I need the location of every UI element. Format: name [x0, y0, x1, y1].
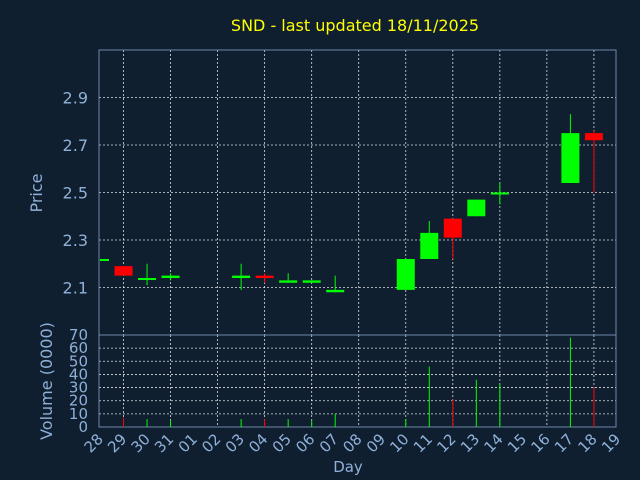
candle-04: [255, 273, 274, 283]
x-tick-label: 29: [104, 430, 130, 456]
candle-body: [161, 275, 180, 278]
x-tick-label: 05: [269, 430, 295, 456]
x-tick-label: 31: [151, 430, 177, 456]
volume-axis-label: Volume (0000): [37, 322, 56, 440]
candle-body: [279, 280, 298, 283]
price-tick-label: 2.1: [63, 279, 88, 298]
price-tick-label: 2.3: [63, 231, 88, 250]
x-tick-label: 17: [551, 430, 577, 456]
candle-18: [584, 130, 603, 193]
candle-body: [138, 278, 157, 280]
volume-tick-label: 50: [69, 352, 88, 370]
candle-29: [114, 266, 133, 276]
candle-06: [302, 280, 321, 283]
x-tick-label: 12: [433, 430, 459, 456]
candle-13: [467, 199, 486, 217]
x-tick-label: 06: [292, 430, 318, 456]
volume-tick-label: 10: [69, 405, 88, 423]
x-tick-label: 14: [480, 430, 506, 456]
candle-body: [561, 133, 580, 183]
candle-12: [443, 218, 462, 259]
candle-body: [302, 280, 321, 283]
volume-gridlines: [99, 334, 616, 428]
volume-tick-label: 30: [69, 379, 88, 397]
x-tick-label: 04: [245, 430, 271, 456]
candle-10: [396, 259, 415, 290]
candle-body: [467, 199, 486, 217]
candle-17: [561, 114, 580, 183]
x-tick-label: 02: [198, 430, 224, 456]
price-tick-label: 2.7: [63, 136, 88, 155]
volume-tick-label: 0: [78, 418, 88, 436]
candle-11: [420, 221, 439, 259]
volume-bars: [123, 337, 595, 427]
price-axis-label: Price: [27, 173, 46, 212]
candle-body: [232, 275, 251, 278]
x-tick-label: 07: [316, 430, 342, 456]
volume-tick-label: 40: [69, 365, 88, 383]
x-tick-label: 01: [175, 430, 201, 456]
x-tick-label: 16: [527, 430, 553, 456]
x-tick-label: 10: [386, 430, 412, 456]
price-gridlines: [99, 50, 616, 335]
volume-panel-frame: [98, 334, 617, 428]
price-tick-label: 2.5: [63, 184, 88, 203]
price-axis-ticks: 2.1 2.3 2.5 2.7 2.9: [63, 89, 88, 298]
candle-14: [490, 183, 509, 205]
volume-tick-label: 60: [69, 339, 88, 357]
x-tick-label: 18: [575, 430, 601, 456]
candle-body: [255, 275, 274, 278]
candle-28: [100, 259, 109, 261]
candle-body: [584, 133, 603, 141]
candle-07: [326, 275, 345, 293]
candle-body: [326, 289, 345, 293]
x-tick-label: 11: [410, 430, 436, 456]
x-tick-label: 03: [222, 430, 248, 456]
price-candles: [100, 114, 603, 293]
candle-03: [232, 263, 251, 290]
x-axis-ticks: 2829303101020304050607080910111213141516…: [81, 430, 625, 456]
volume-tick-label: 20: [69, 392, 88, 410]
x-tick-label: 08: [339, 430, 365, 456]
x-tick-label: 13: [457, 430, 483, 456]
price-tick-label: 2.9: [63, 89, 88, 108]
x-tick-label: 19: [598, 430, 624, 456]
x-tick-label: 15: [504, 430, 530, 456]
candle-body: [100, 259, 109, 261]
candle-30: [138, 263, 157, 286]
x-axis-label: Day: [333, 458, 363, 476]
chart-title: SND - last updated 18/11/2025: [231, 16, 479, 35]
candle-05: [279, 273, 298, 283]
x-tick-label: 30: [128, 430, 154, 456]
x-tick-label: 09: [363, 430, 389, 456]
candle-body: [443, 218, 462, 238]
candle-body: [420, 232, 439, 259]
candle-body: [490, 192, 509, 195]
candle-31: [161, 273, 180, 281]
candle-body: [114, 266, 133, 276]
candle-body: [396, 259, 415, 290]
volume-tick-label: 70: [69, 326, 88, 344]
